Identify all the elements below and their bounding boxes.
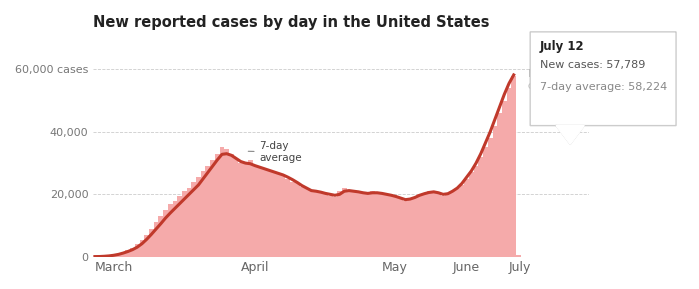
Bar [445, 194, 450, 257]
Bar [192, 182, 196, 257]
Bar [417, 194, 422, 257]
Bar [257, 168, 262, 257]
Bar [116, 254, 121, 257]
Bar [178, 196, 182, 257]
Bar [497, 113, 502, 257]
FancyBboxPatch shape [530, 32, 676, 126]
Bar [238, 163, 243, 257]
Text: July 12: July 12 [540, 40, 584, 53]
Bar [276, 174, 281, 257]
Bar [285, 179, 290, 257]
Bar [126, 250, 130, 257]
Text: 7-day average: 58,224: 7-day average: 58,224 [540, 82, 667, 92]
Bar [229, 154, 233, 257]
Bar [97, 256, 102, 257]
Bar [121, 252, 126, 257]
Bar [431, 193, 436, 257]
Bar [206, 166, 210, 257]
Text: 7-day
average: 7-day average [248, 141, 302, 163]
Bar [243, 162, 248, 257]
Bar [323, 194, 328, 257]
Text: New cases: 57,789: New cases: 57,789 [540, 60, 645, 70]
Bar [304, 188, 309, 257]
Bar [168, 204, 173, 257]
Bar [375, 194, 380, 257]
Bar [337, 191, 342, 257]
Bar [408, 199, 412, 257]
Bar [149, 229, 154, 257]
Bar [290, 182, 295, 257]
Bar [309, 191, 314, 257]
Bar [135, 244, 140, 257]
Bar [102, 256, 107, 257]
Bar [384, 194, 389, 257]
Bar [333, 197, 337, 257]
Bar [460, 185, 464, 257]
Bar [516, 255, 521, 257]
Bar [389, 196, 394, 257]
Bar [328, 196, 333, 257]
Bar [403, 201, 408, 257]
Bar [455, 188, 460, 257]
Bar [300, 186, 304, 257]
Bar [140, 240, 144, 257]
Bar [107, 256, 111, 257]
Bar [502, 101, 507, 257]
Bar [352, 191, 356, 257]
Bar [210, 160, 215, 257]
Bar [436, 194, 441, 257]
Bar [262, 169, 266, 257]
Bar [173, 201, 178, 257]
Text: New reported cases by day in the United States: New reported cases by day in the United … [92, 15, 489, 30]
Bar [233, 158, 238, 257]
Bar [370, 191, 375, 257]
Bar [356, 193, 361, 257]
Bar [478, 157, 483, 257]
Bar [366, 193, 370, 257]
Bar [450, 191, 455, 257]
Bar [314, 190, 319, 257]
Bar [144, 235, 149, 257]
Bar [474, 166, 478, 257]
Bar [215, 154, 219, 257]
Bar [111, 255, 116, 257]
Bar [159, 216, 163, 257]
Bar [441, 196, 445, 257]
Bar [319, 193, 323, 257]
Bar [201, 171, 206, 257]
Bar [398, 199, 403, 257]
Bar [361, 194, 366, 257]
Bar [412, 197, 417, 257]
Bar [380, 193, 384, 257]
Bar [182, 191, 187, 257]
Bar [464, 179, 469, 257]
Bar [469, 173, 474, 257]
Bar [281, 176, 285, 257]
Bar [130, 248, 135, 257]
Bar [154, 222, 159, 257]
Bar [224, 149, 229, 257]
Bar [426, 191, 431, 257]
Bar [163, 210, 168, 257]
Text: New
cases: New cases [528, 69, 556, 91]
Bar [512, 76, 516, 257]
Polygon shape [556, 126, 584, 144]
Bar [266, 171, 271, 257]
Bar [187, 188, 192, 257]
Bar [422, 193, 426, 257]
Bar [295, 184, 300, 257]
Bar [347, 190, 352, 257]
Bar [248, 160, 252, 257]
Bar [342, 188, 347, 257]
Bar [483, 147, 488, 257]
Bar [394, 197, 398, 257]
Bar [219, 147, 224, 257]
Bar [196, 177, 201, 257]
Bar [252, 166, 257, 257]
Bar [488, 138, 493, 257]
Bar [507, 88, 512, 257]
Bar [493, 126, 497, 257]
Bar [271, 173, 276, 257]
